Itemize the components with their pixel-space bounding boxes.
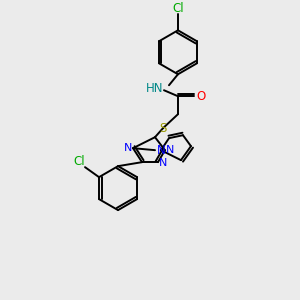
Text: O: O bbox=[196, 90, 206, 103]
Text: Cl: Cl bbox=[172, 2, 184, 15]
Text: HN: HN bbox=[146, 82, 163, 95]
Text: S: S bbox=[159, 122, 167, 135]
Text: N: N bbox=[166, 145, 174, 155]
Text: Cl: Cl bbox=[73, 155, 85, 168]
Text: N: N bbox=[157, 144, 165, 157]
Text: N: N bbox=[159, 158, 167, 168]
Text: N: N bbox=[124, 143, 132, 153]
